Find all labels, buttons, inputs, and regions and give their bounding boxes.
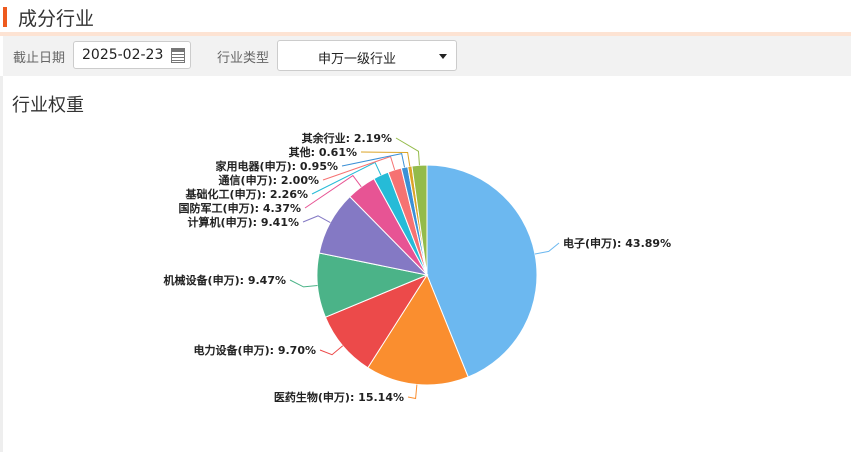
pie-slice[interactable] — [426, 164, 538, 378]
date-value: 2025-02-23 — [82, 47, 164, 63]
label-line — [534, 242, 560, 255]
panel-header: 成分行业 — [0, 0, 851, 36]
date-picker[interactable]: 2025-02-23 — [73, 41, 191, 69]
label-line — [322, 155, 396, 181]
pie-slice[interactable] — [411, 164, 428, 276]
pie-slice[interactable] — [367, 273, 469, 386]
industry-type-value: 申万一级行业 — [317, 52, 396, 67]
slice-label: 计算机(申万): 9.41% — [188, 215, 299, 229]
slice-label: 通信(申万): 2.00% — [219, 173, 319, 187]
slice-label: 国防军工(申万): 4.37% — [179, 201, 301, 215]
industry-type-label: 行业类型 — [217, 51, 270, 66]
accent-bar — [3, 7, 7, 27]
label-line — [341, 153, 406, 168]
slice-label: 其余行业: 2.19% — [302, 131, 392, 145]
slice-label: 电子(申万): 43.89% — [563, 236, 671, 250]
label-line — [311, 161, 382, 195]
date-label: 截止日期 — [13, 51, 66, 66]
industry-type-select[interactable]: 申万一级行业 — [277, 40, 457, 71]
label-line — [289, 279, 318, 288]
calendar-icon[interactable] — [171, 48, 185, 63]
label-line — [319, 345, 344, 356]
chevron-down-icon — [439, 54, 447, 59]
label-line — [302, 215, 331, 223]
slice-label: 基础化工(申万): 2.26% — [185, 187, 308, 201]
label-line — [304, 174, 362, 209]
label-line — [395, 137, 420, 166]
label-line — [360, 151, 411, 167]
panel-title: 成分行业 — [18, 8, 95, 30]
slice-label: 医药生物(申万): 15.14% — [274, 390, 404, 404]
divider — [0, 76, 3, 452]
filter-bar: 截止日期 2025-02-23 行业类型 申万一级行业 — [3, 36, 851, 76]
section-title: 行业权重 — [12, 95, 84, 116]
label-line — [407, 384, 418, 400]
slice-label: 家用电器(申万): 0.95% — [216, 159, 338, 173]
slice-label: 其他: 0.61% — [289, 145, 357, 159]
slice-label: 机械设备(申万): 9.47% — [164, 273, 286, 287]
slice-label: 电力设备(申万): 9.70% — [194, 343, 316, 357]
